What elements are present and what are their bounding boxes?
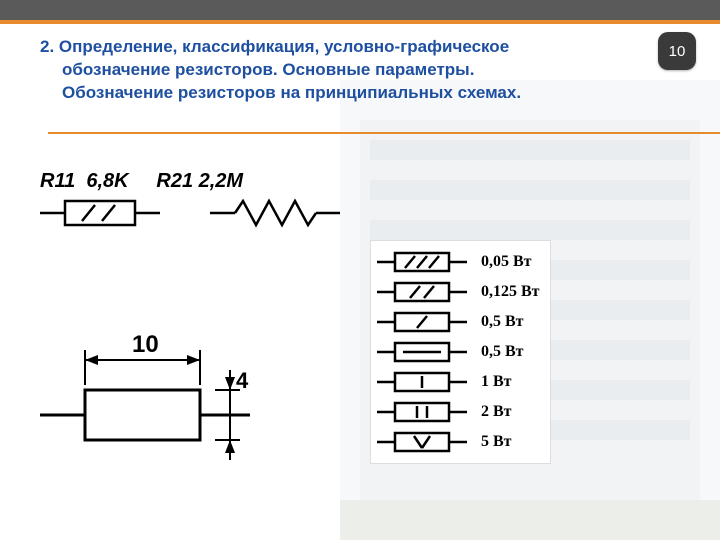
top-bar (0, 0, 720, 20)
power-label: 0,5 Вт (467, 343, 524, 361)
dimension-svg: 10 4 (40, 310, 280, 470)
title-line-2: обозначение резисторов. Основные парамет… (40, 59, 630, 82)
power-label: 0,05 Вт (467, 253, 532, 271)
power-label: 1 Вт (467, 373, 512, 391)
r21-label: R21 2,2M (156, 170, 243, 192)
power-row: 0,5 Вт (377, 337, 540, 367)
power-row: 2 Вт (377, 397, 540, 427)
power-label: 5 Вт (467, 433, 512, 451)
power-row: 0,5 Вт (377, 307, 540, 337)
dim-width-label: 10 (132, 331, 159, 358)
power-label: 0,5 Вт (467, 313, 524, 331)
page-number-badge: 10 (658, 32, 696, 70)
resistor-symbols-block: R11 6,8K R21 2,2M (40, 170, 360, 233)
power-label: 2 Вт (467, 403, 512, 421)
power-label: 0,125 Вт (467, 283, 540, 301)
power-row: 1 Вт (377, 367, 540, 397)
dimension-drawing: 10 4 (40, 310, 280, 475)
power-row: 0,125 Вт (377, 277, 540, 307)
content-area: R11 6,8K R21 2,2M (0, 150, 720, 540)
resistor-symbols-svg (40, 193, 360, 233)
power-rating-table: 0,05 Вт 0,125 Вт 0,5 Вт 0,5 Вт 1 Вт 2 Вт 5 Вт (370, 240, 551, 464)
symbol-labels-row: R11 6,8K R21 2,2M (40, 170, 360, 193)
slide-title: 2. Определение, классификация, условно-г… (40, 36, 630, 105)
orange-divider-top (0, 20, 720, 24)
page-number: 10 (669, 43, 686, 60)
power-row: 0,05 Вт (377, 247, 540, 277)
orange-divider-under-title (48, 132, 720, 134)
dim-height-label: 4 (236, 368, 249, 393)
title-line-1: 2. Определение, классификация, условно-г… (40, 37, 509, 56)
r11-label: R11 6,8K (40, 170, 129, 192)
title-line-3: Обозначение резисторов на принципиальных… (40, 82, 630, 105)
power-row: 5 Вт (377, 427, 540, 457)
